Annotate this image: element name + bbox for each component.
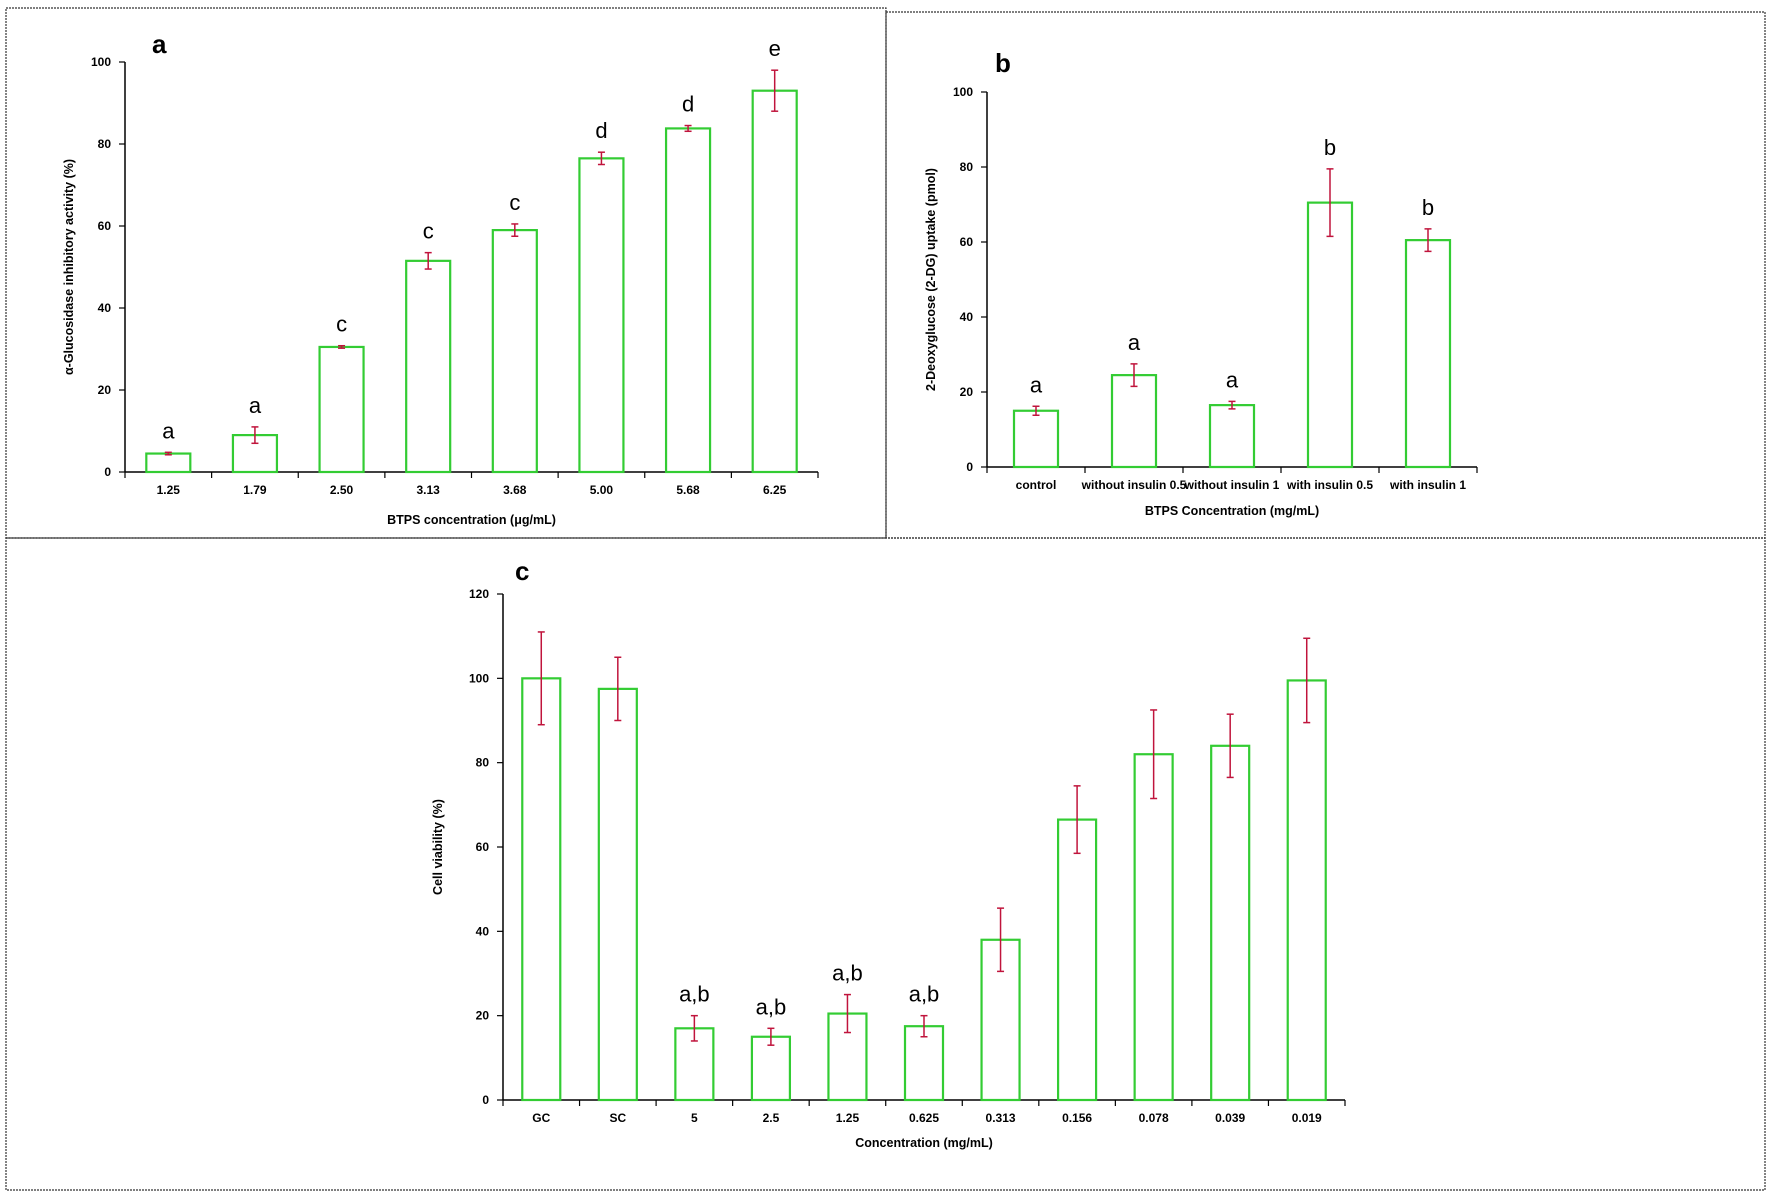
x-tick-label: 0.039: [1215, 1111, 1245, 1125]
x-tick-label: 3.13: [417, 483, 441, 497]
bar: [1012, 409, 1060, 469]
x-tick-label: 2.50: [330, 483, 354, 497]
panel-b-border: [885, 11, 1766, 539]
bar: [751, 89, 798, 474]
chart-panel-b: 0 20 40 60 80 100 control a without insulin 0.5 a…: [924, 48, 1478, 518]
x-tick-label: 1.25: [836, 1111, 860, 1125]
significance-letter: a,b: [756, 994, 787, 1019]
chart-panel-a: 0 20 40 60 80 100 1.25 a 1.79 a 2.50 c 3.13 c 3.68 c 5.0…: [62, 29, 819, 527]
bar: [521, 677, 562, 1102]
significance-letter: a: [1128, 330, 1141, 355]
panel-letter: b: [995, 48, 1011, 78]
y-tick-label: 120: [469, 587, 489, 601]
y-tick-label: 60: [476, 840, 490, 854]
y-tick-label: 0: [966, 460, 973, 474]
significance-letter: c: [509, 190, 520, 215]
bar: [664, 127, 712, 474]
y-tick-label: 80: [476, 756, 490, 770]
significance-letter: a,b: [832, 961, 863, 986]
bar: [597, 687, 638, 1102]
x-tick-label: 5.68: [676, 483, 700, 497]
x-tick-label: 5.00: [590, 483, 614, 497]
bar: [1208, 404, 1256, 469]
significance-letter: d: [682, 92, 694, 117]
bar: [1286, 679, 1327, 1102]
x-tick-label: without insulin 1: [1184, 478, 1280, 492]
bar: [578, 157, 625, 474]
y-tick-label: 80: [98, 137, 112, 151]
x-tick-label: control: [1016, 478, 1057, 492]
x-tick-label: SC: [609, 1111, 626, 1125]
y-tick-label: 40: [98, 301, 112, 315]
x-tick-label: 1.79: [243, 483, 267, 497]
y-tick-label: 80: [960, 160, 974, 174]
significance-letter: d: [595, 118, 607, 143]
y-tick-label: 60: [98, 219, 112, 233]
y-tick-label: 60: [960, 235, 974, 249]
bar: [491, 229, 538, 474]
x-tick-label: 5: [691, 1111, 698, 1125]
bar: [405, 259, 452, 474]
y-tick-label: 100: [91, 55, 111, 69]
chart-panel-c: 0 20 40 60 80 100 120 GC SC 5 a,b 2.5 a,b 1.25 a,b 0.62…: [431, 556, 1346, 1150]
panel-c-border: [5, 537, 1766, 1191]
x-axis-title: Concentration (mg/mL): [855, 1136, 993, 1150]
y-tick-label: 100: [469, 671, 489, 685]
panel-letter: a: [152, 29, 167, 59]
panel-letter: c: [515, 556, 529, 586]
significance-letter: a: [1030, 372, 1043, 397]
x-tick-label: 0.625: [909, 1111, 939, 1125]
x-tick-label: 2.5: [763, 1111, 780, 1125]
x-tick-label: with insulin 0.5: [1286, 478, 1373, 492]
x-tick-label: 0.078: [1139, 1111, 1169, 1125]
significance-letter: c: [336, 312, 347, 337]
significance-letter: a: [249, 393, 262, 418]
bar: [903, 1025, 945, 1102]
bar: [1056, 818, 1098, 1102]
y-axis-title: Cell viability (%): [431, 799, 445, 895]
y-axis-title: α-Glucosidase inhibitory activity (%): [62, 159, 76, 375]
bar: [1306, 201, 1354, 469]
y-tick-label: 0: [482, 1093, 489, 1107]
x-tick-label: without insulin 0.5: [1081, 478, 1187, 492]
bar: [1110, 374, 1158, 469]
y-axis-title: 2-Deoxyglucose (2-DG) uptake (pmol): [924, 168, 938, 391]
significance-letter: e: [769, 36, 781, 61]
y-tick-label: 20: [476, 1009, 490, 1023]
significance-letter: c: [423, 219, 434, 244]
significance-letter: a: [1226, 367, 1239, 392]
x-axis-title: BTPS Concentration (mg/mL): [1145, 504, 1319, 518]
x-tick-label: 0.313: [986, 1111, 1016, 1125]
y-tick-label: 40: [476, 924, 490, 938]
x-axis-title: BTPS concentration (μg/mL): [387, 513, 556, 527]
x-tick-label: 3.68: [503, 483, 527, 497]
bar: [1133, 753, 1174, 1102]
bar: [318, 345, 365, 474]
significance-letter: a,b: [679, 982, 710, 1007]
x-tick-label: 1.25: [157, 483, 181, 497]
bar: [1404, 239, 1452, 469]
x-tick-label: 6.25: [763, 483, 787, 497]
x-tick-label: 0.019: [1292, 1111, 1322, 1125]
x-tick-label: with insulin 1: [1389, 478, 1466, 492]
significance-letter: a: [162, 418, 175, 443]
bar: [145, 452, 192, 474]
x-tick-label: GC: [532, 1111, 550, 1125]
y-tick-label: 20: [98, 383, 112, 397]
y-tick-label: 20: [960, 385, 974, 399]
y-tick-label: 40: [960, 310, 974, 324]
significance-letter: a,b: [909, 982, 940, 1007]
significance-letter: b: [1324, 135, 1336, 160]
y-tick-label: 0: [104, 465, 111, 479]
bar: [1210, 744, 1251, 1102]
bar: [750, 1035, 792, 1102]
x-tick-label: 0.156: [1062, 1111, 1092, 1125]
significance-letter: b: [1422, 195, 1434, 220]
y-tick-label: 100: [953, 85, 973, 99]
